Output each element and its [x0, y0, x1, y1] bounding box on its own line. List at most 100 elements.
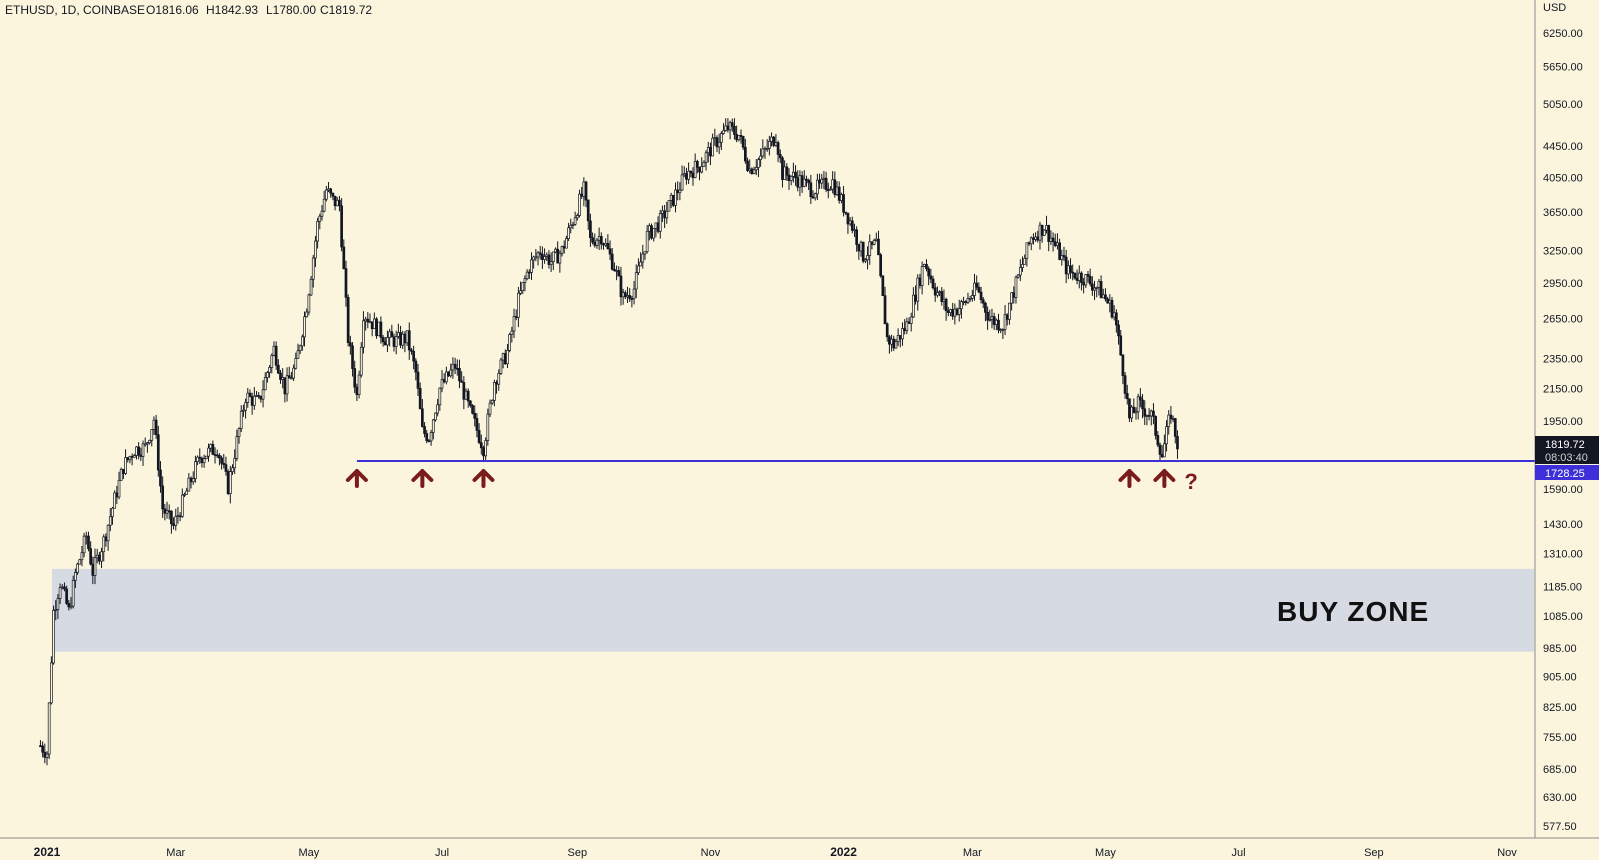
candle-body — [137, 446, 141, 456]
candle-body — [198, 456, 202, 459]
candle-body — [822, 177, 826, 180]
candle-body — [174, 516, 178, 526]
candle-body — [541, 253, 544, 260]
candle-body — [1176, 436, 1179, 450]
candle-body — [565, 238, 568, 249]
candle-body — [364, 318, 367, 322]
candle-body — [469, 400, 472, 406]
candle-body — [383, 341, 387, 346]
candle-body — [652, 228, 656, 239]
candle-body — [154, 419, 158, 436]
candle-body — [484, 440, 488, 457]
candle-body — [608, 248, 612, 255]
candle-body — [95, 554, 99, 559]
candle-body — [907, 321, 911, 324]
candle-body — [309, 278, 313, 296]
candle-body — [726, 125, 730, 131]
candle-body — [1130, 406, 1133, 419]
candle-body — [1012, 292, 1016, 298]
time-axis[interactable]: 2021 Mar May Jul Sep Nov 2022 Mar May Jul Sep Nov — [34, 845, 1518, 859]
candle-body — [1147, 415, 1151, 417]
candle-body — [1141, 399, 1144, 410]
candle-body — [460, 380, 463, 383]
candle-body — [327, 188, 330, 191]
candle-body — [244, 402, 247, 411]
candle-body — [1040, 224, 1044, 236]
candle-body — [268, 367, 271, 373]
candle-body — [1025, 242, 1029, 259]
candle-body — [161, 485, 165, 510]
candle-body — [87, 535, 90, 549]
time-tick-label: Sep — [1364, 847, 1384, 859]
candle-body — [397, 332, 400, 337]
candle-body — [850, 220, 854, 231]
candle-body — [207, 447, 210, 457]
candle-body — [840, 194, 843, 201]
candle-body — [196, 456, 199, 463]
candle-body — [735, 134, 738, 141]
candle-body — [785, 166, 789, 176]
candle-body — [139, 454, 143, 457]
candle-body — [410, 349, 413, 352]
candle-body — [246, 392, 250, 403]
candle-body — [255, 395, 258, 397]
candle-body — [209, 444, 213, 449]
candle-body — [447, 371, 450, 377]
candle-body — [599, 236, 603, 245]
candle-body — [226, 471, 230, 495]
candle-body — [951, 309, 955, 317]
candle-body — [556, 248, 560, 264]
candle-body — [968, 297, 972, 300]
candle-body — [890, 338, 893, 345]
candle-body — [50, 662, 53, 704]
candle-body — [783, 166, 786, 180]
support-touch-arrow-icon — [411, 469, 434, 489]
candle-body — [235, 436, 239, 459]
candle-body — [473, 412, 477, 419]
candle-body — [375, 318, 378, 337]
candle-body — [975, 282, 979, 288]
candle-body — [973, 282, 976, 296]
candle-body — [427, 440, 431, 443]
candle-body — [656, 222, 660, 232]
candle-body — [172, 523, 175, 526]
candle-body — [641, 253, 645, 263]
candle-body — [1158, 444, 1162, 455]
candle-body — [842, 194, 845, 213]
candle-body — [704, 152, 708, 163]
candle-body — [1149, 410, 1153, 417]
candle-body — [458, 367, 461, 382]
candle-body — [1095, 287, 1099, 289]
candle-body — [486, 413, 490, 441]
candle-body — [1051, 237, 1055, 243]
candle-body — [909, 316, 913, 324]
candle-body — [1115, 312, 1118, 326]
candle-body — [1132, 406, 1136, 414]
candle-body — [778, 154, 782, 159]
candle-body — [416, 371, 420, 389]
candle-body — [392, 336, 396, 347]
candle-body — [1156, 435, 1160, 446]
candle-body — [739, 135, 743, 137]
candle-body — [431, 419, 435, 433]
price-tick-label: 1185.00 — [1543, 582, 1582, 594]
candle-body — [423, 426, 426, 434]
price-axis[interactable]: 6250.00 5650.00 5050.00 4450.00 4050.00 3650.… — [1543, 28, 1583, 833]
candle-body — [835, 186, 839, 195]
candle-body — [368, 321, 372, 324]
candle-body — [1003, 314, 1007, 330]
candle-body — [986, 311, 989, 321]
candle-body — [960, 301, 963, 310]
support-price-label: 1728.25 — [1545, 468, 1585, 480]
candle-body — [761, 148, 765, 157]
support-price-tag: 1728.25 — [1535, 465, 1599, 480]
candle-body — [711, 137, 714, 157]
candle-body — [1073, 272, 1077, 279]
candle-body — [233, 458, 237, 469]
price-tick-label: 685.00 — [1543, 764, 1577, 776]
candle-body — [1163, 443, 1166, 458]
candle-body — [724, 125, 728, 131]
candle-body — [65, 588, 68, 604]
candle-body — [1112, 312, 1116, 318]
